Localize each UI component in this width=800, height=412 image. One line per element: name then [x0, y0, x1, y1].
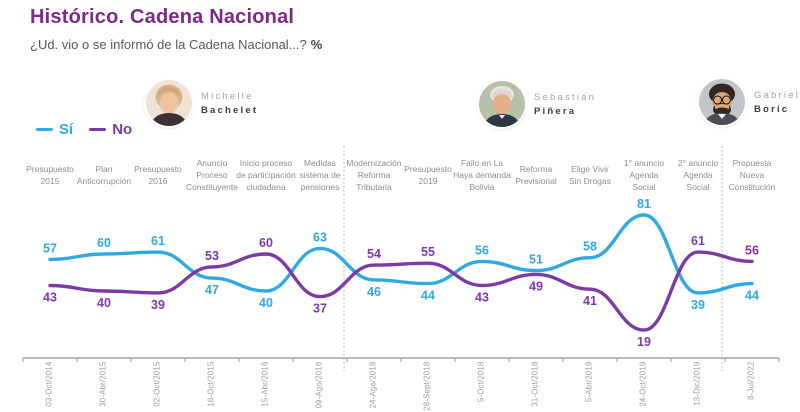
value-label-sí-2: 61 — [151, 234, 165, 248]
value-label-sí-8: 56 — [475, 243, 489, 257]
boric-photo — [699, 79, 745, 125]
percent-sign: % — [310, 37, 323, 52]
date-label-7: 28-Sept/2018 — [422, 361, 432, 411]
value-label-no-10: 41 — [583, 294, 597, 308]
legend-no-label: No — [112, 121, 133, 138]
value-label-sí-12: 39 — [691, 298, 705, 312]
president-last-name: Boric — [754, 103, 790, 115]
date-label-10: 5-Abr/2019 — [584, 361, 594, 403]
event-label-9: Reforma Previsional — [515, 164, 557, 186]
president-last-name: Piñera — [534, 105, 577, 117]
president-name: Michelle Bachelet — [201, 91, 258, 116]
event-label-5: Medidas sistema de pensiones — [299, 158, 341, 192]
president-boric: Gabriel Boric — [699, 79, 800, 125]
series-line-sí — [48, 213, 754, 295]
president-name: Sebastián Piñera — [534, 92, 596, 117]
president-first-name: Gabriel — [754, 89, 800, 101]
value-label-no-0: 43 — [43, 291, 57, 305]
page-title: Histórico. Cadena Nacional — [30, 6, 295, 28]
value-label-no-5: 37 — [313, 302, 327, 316]
survey-question-text: ¿Ud. vio o se informó de la Cadena Nacio… — [30, 37, 307, 52]
date-label-5: 09-Ago/2016 — [314, 361, 324, 409]
pinera-photo — [479, 81, 525, 127]
date-label-2: 02-Oct/2015 — [152, 361, 162, 407]
date-label-3: 16-Oct/2015 — [206, 361, 216, 407]
si-line-swatch-icon — [36, 128, 53, 131]
value-label-no-13: 56 — [745, 243, 759, 257]
value-label-sí-0: 57 — [43, 242, 57, 256]
value-label-no-3: 53 — [205, 249, 219, 263]
chart-legend: Sí No — [36, 121, 132, 138]
value-label-no-12: 61 — [691, 234, 705, 248]
value-label-sí-6: 46 — [367, 285, 381, 299]
president-name: Gabriel Boric — [754, 90, 800, 115]
legend-si-label: Sí — [59, 121, 74, 138]
event-label-8: Fallo en La Haya demanda Bolivia — [453, 158, 511, 192]
value-label-no-1: 40 — [97, 296, 111, 310]
value-label-no-9: 49 — [529, 279, 543, 293]
value-label-no-4: 60 — [259, 236, 273, 250]
date-label-4: 15-Abr/2016 — [260, 361, 270, 407]
event-label-6: Modernización Reforma Tributaria — [346, 158, 402, 192]
value-label-sí-4: 40 — [259, 296, 273, 310]
value-label-no-7: 55 — [421, 245, 435, 259]
event-label-12: 2° anuncio Agenda Social — [677, 158, 719, 192]
event-label-3: Anuncio Proceso Constituyente — [186, 158, 238, 192]
date-label-8: 5-Oct/2018 — [476, 361, 486, 403]
president-last-name: Bachelet — [201, 104, 259, 116]
president-pinera: Sebastián Piñera — [479, 81, 596, 127]
bachelet-photo — [146, 80, 192, 126]
date-label-11: 24-Oct/2019 — [638, 361, 648, 407]
date-label-9: 31-Oct/2018 — [530, 361, 540, 407]
value-label-no-6: 54 — [367, 247, 381, 261]
event-label-13: Propuesta Nueva Constitución — [728, 158, 776, 192]
value-label-sí-7: 44 — [421, 289, 435, 303]
value-label-no-2: 39 — [151, 298, 165, 312]
president-first-name: Sebastián — [534, 91, 597, 103]
event-label-2: Presupuesto 2016 — [134, 164, 182, 186]
value-label-sí-11: 81 — [637, 197, 651, 211]
date-label-6: 24-Ago/2018 — [368, 361, 378, 409]
president-bachelet: Michelle Bachelet — [146, 80, 258, 126]
value-label-no-11: 19 — [637, 335, 651, 349]
series-line-no — [48, 250, 754, 332]
event-label-7: Presupuesto 2019 — [404, 164, 452, 186]
event-label-10: Elige Vivir Sin Drogas — [568, 164, 612, 186]
value-label-sí-9: 51 — [529, 253, 543, 267]
event-label-4: Inicio proceso de participación ciudadan… — [236, 158, 296, 192]
value-label-sí-1: 60 — [97, 236, 111, 250]
survey-question: ¿Ud. vio o se informó de la Cadena Nacio… — [30, 37, 322, 52]
value-label-sí-3: 47 — [205, 283, 219, 297]
value-label-no-8: 43 — [475, 291, 489, 305]
date-label-1: 30-Abr/2015 — [98, 361, 108, 407]
event-label-1: Plan Anticorrupción — [76, 164, 132, 186]
value-label-sí-10: 58 — [583, 240, 597, 254]
no-line-swatch-icon — [89, 128, 107, 131]
date-label-12: 13-Dic/2019 — [692, 361, 702, 406]
event-label-0: Presupuesto 2015 — [26, 164, 74, 186]
date-label-13: 8-Jul/2022 — [746, 361, 756, 400]
president-first-name: Michelle — [201, 90, 254, 102]
event-label-11: 1° anuncio Agenda Social — [623, 158, 665, 192]
date-label-0: 03-Oct/2014 — [44, 361, 54, 407]
value-label-sí-13: 44 — [745, 289, 759, 303]
value-label-sí-5: 63 — [313, 230, 327, 244]
